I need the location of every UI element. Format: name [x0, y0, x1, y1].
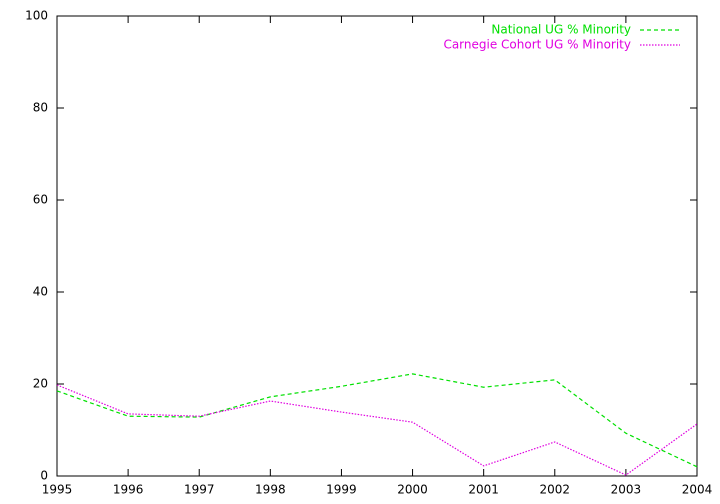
y-tick-label: 40	[33, 285, 48, 299]
y-tick-label: 0	[40, 469, 48, 483]
x-tick-label: 2003	[611, 483, 642, 497]
legend-label: National UG % Minority	[491, 23, 631, 37]
x-tick-label: 1996	[113, 483, 144, 497]
x-tick-label: 2000	[397, 483, 428, 497]
x-tick-label: 2004	[682, 483, 713, 497]
x-tick-label: 1997	[184, 483, 215, 497]
x-tick-label: 1998	[255, 483, 286, 497]
data-line	[56, 384, 698, 476]
x-tick-label: 1995	[42, 483, 73, 497]
y-tick-label: 20	[33, 377, 48, 391]
y-tick-label: 60	[33, 193, 48, 207]
x-tick-label: 2002	[540, 483, 571, 497]
plot-frame	[56, 15, 698, 477]
x-tick-label: 2001	[468, 483, 499, 497]
y-tick-label: 80	[33, 101, 48, 115]
y-tick-label: 100	[25, 9, 48, 23]
x-tick-label: 1999	[326, 483, 357, 497]
legend-label: Carnegie Cohort UG % Minority	[443, 38, 631, 52]
data-line	[56, 373, 698, 468]
